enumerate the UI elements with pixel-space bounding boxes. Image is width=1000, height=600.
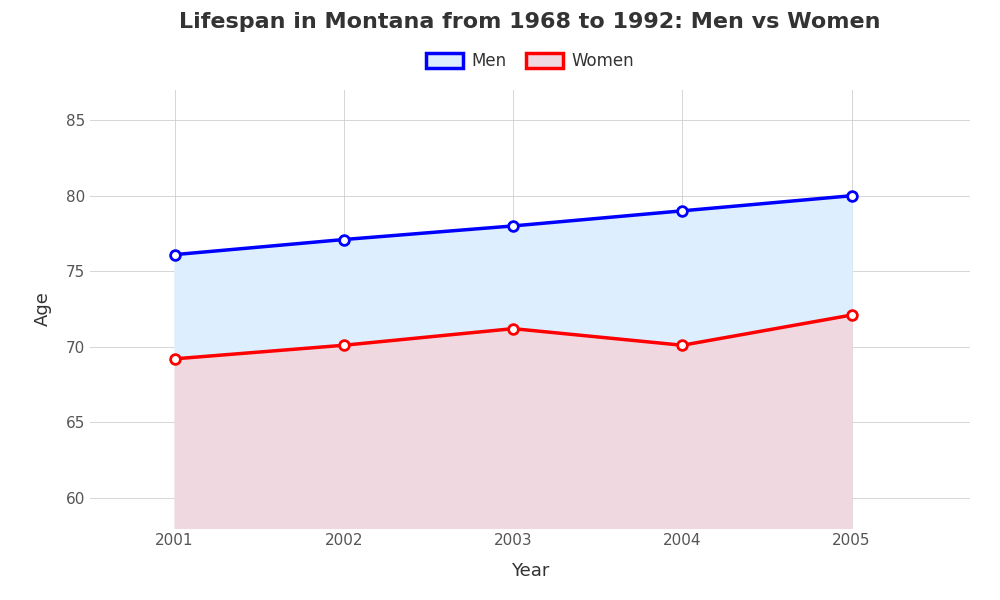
X-axis label: Year: Year: [511, 562, 549, 580]
Legend: Men, Women: Men, Women: [419, 46, 641, 77]
Y-axis label: Age: Age: [34, 292, 52, 326]
Title: Lifespan in Montana from 1968 to 1992: Men vs Women: Lifespan in Montana from 1968 to 1992: M…: [179, 11, 881, 31]
